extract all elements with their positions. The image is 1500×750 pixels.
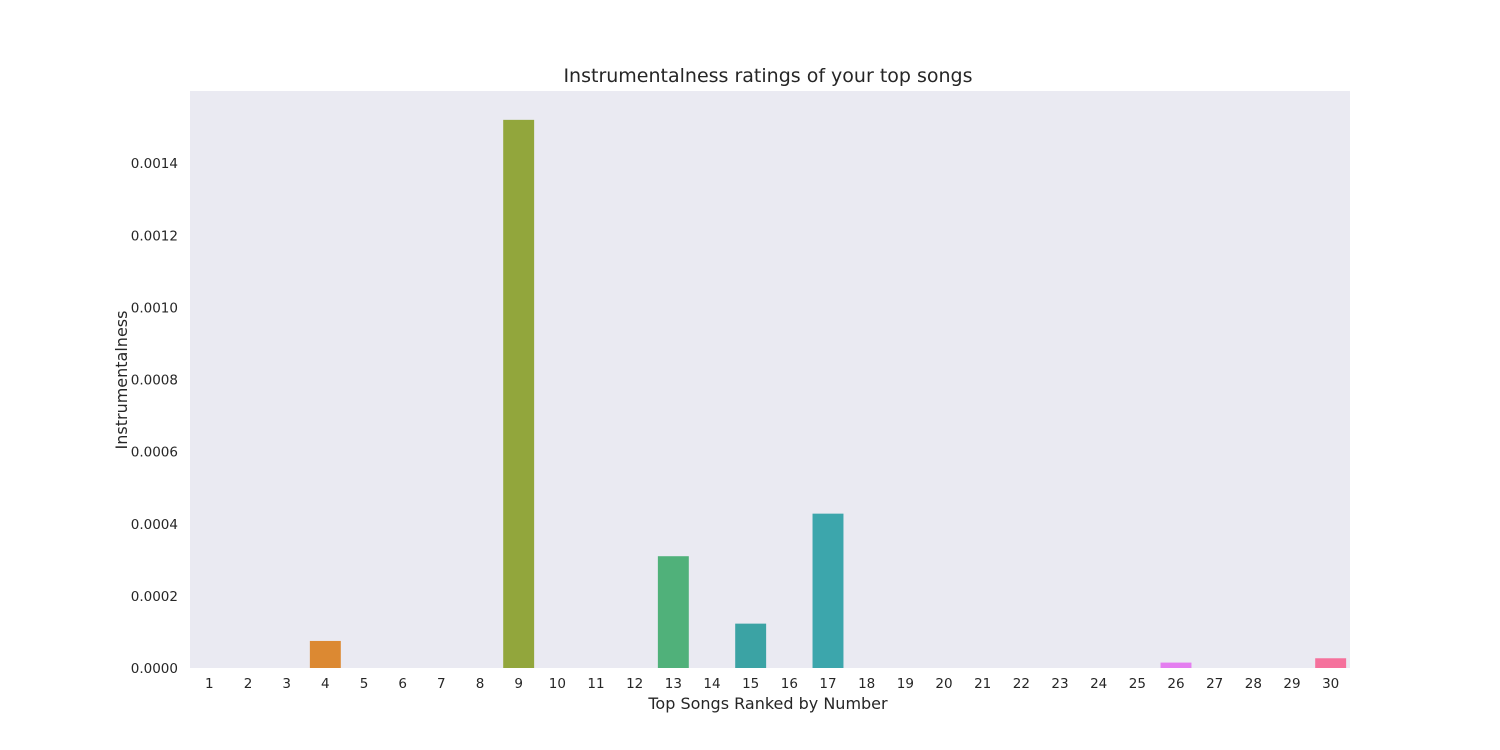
y-tick-label: 0.0000 <box>131 661 178 677</box>
x-tick-label: 4 <box>321 676 330 692</box>
plot-area <box>190 91 1350 668</box>
x-tick-label: 18 <box>858 676 875 692</box>
x-tick-label: 26 <box>1167 676 1184 692</box>
x-tick-label: 12 <box>626 676 643 692</box>
bar-17 <box>812 513 844 668</box>
bar-26 <box>1160 662 1192 668</box>
x-tick-label: 24 <box>1090 676 1107 692</box>
x-tick-label: 2 <box>244 676 253 692</box>
y-tick-labels: 0.0000 0.0002 0.0004 0.0006 0.0008 0.0010 0.00… <box>131 156 178 677</box>
x-tick-label: 22 <box>1013 676 1030 692</box>
x-tick-label: 20 <box>935 676 952 692</box>
x-tick-label: 9 <box>514 676 523 692</box>
x-tick-label: 17 <box>819 676 836 692</box>
y-axis-label: Instrumentalness <box>112 311 131 450</box>
bar-4 <box>309 640 341 668</box>
x-tick-label: 14 <box>703 676 720 692</box>
x-tick-label: 28 <box>1245 676 1262 692</box>
x-tick-label: 21 <box>974 676 991 692</box>
x-tick-label: 5 <box>360 676 369 692</box>
x-axis-label: Top Songs Ranked by Number <box>647 694 888 713</box>
x-tick-label: 15 <box>742 676 759 692</box>
x-tick-label: 16 <box>781 676 798 692</box>
x-tick-label: 19 <box>897 676 914 692</box>
x-tick-label: 11 <box>587 676 604 692</box>
x-tick-label: 10 <box>549 676 566 692</box>
x-tick-label: 23 <box>1051 676 1068 692</box>
x-tick-label: 3 <box>282 676 291 692</box>
x-tick-label: 30 <box>1322 676 1339 692</box>
chart-title: Instrumentalness ratings of your top son… <box>563 65 972 87</box>
y-tick-label: 0.0002 <box>131 589 178 605</box>
y-tick-label: 0.0008 <box>131 373 178 389</box>
bar-15 <box>735 623 767 668</box>
x-tick-label: 27 <box>1206 676 1223 692</box>
x-tick-label: 6 <box>398 676 407 692</box>
bars-group <box>309 119 1347 669</box>
x-tick-label: 25 <box>1129 676 1146 692</box>
y-tick-label: 0.0010 <box>131 300 178 316</box>
x-tick-label: 1 <box>205 676 214 692</box>
x-tick-label: 7 <box>437 676 446 692</box>
bar-9 <box>503 119 535 669</box>
x-tick-label: 8 <box>476 676 485 692</box>
x-tick-labels: 1 2 3 4 5 6 7 8 9 10 11 12 13 14 15 16 17 18 19 20 21 22 23 24 2… <box>205 676 1339 692</box>
y-tick-label: 0.0014 <box>131 156 178 172</box>
y-tick-label: 0.0012 <box>131 228 178 244</box>
y-tick-label: 0.0006 <box>131 445 178 461</box>
bar-30 <box>1315 658 1347 668</box>
x-tick-label: 13 <box>665 676 682 692</box>
y-tick-label: 0.0004 <box>131 517 178 533</box>
x-tick-label: 29 <box>1283 676 1300 692</box>
bar-13 <box>657 556 689 668</box>
